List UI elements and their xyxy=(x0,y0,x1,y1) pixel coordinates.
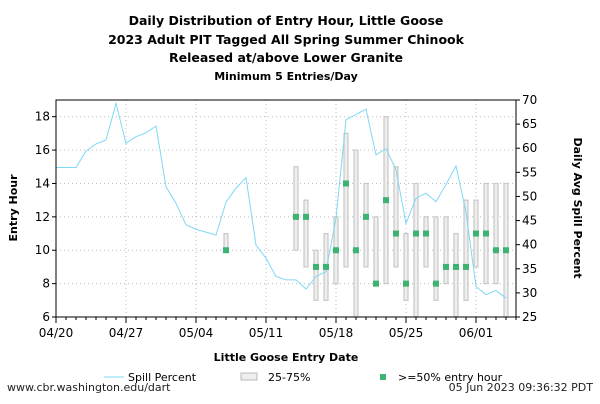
iqr-box xyxy=(403,232,409,301)
median-marker xyxy=(343,180,349,187)
x-tick-label: 05/25 xyxy=(389,326,424,340)
iqr-box xyxy=(423,216,429,268)
x-tick-label: 05/18 xyxy=(319,326,354,340)
x-tick-label: 05/04 xyxy=(179,326,214,340)
median-marker xyxy=(473,230,479,237)
median-marker xyxy=(373,280,379,287)
y-tick-label: 16 xyxy=(35,143,50,157)
median-marker xyxy=(483,230,489,237)
y-tick-label: 8 xyxy=(42,277,50,291)
x-axis-label: Little Goose Entry Date xyxy=(214,351,359,364)
chart-title-line-1: Daily Distribution of Entry Hour, Little… xyxy=(129,13,444,28)
median-marker xyxy=(493,247,499,254)
legend-median-swatch xyxy=(380,374,386,380)
median-marker xyxy=(303,213,309,220)
footer-source: www.cbr.washington.edu/dart xyxy=(7,381,171,394)
median-marker xyxy=(443,263,449,270)
iqr-box xyxy=(363,182,369,268)
median-marker xyxy=(453,263,459,270)
median-marker xyxy=(503,247,509,254)
y-tick-label: 18 xyxy=(35,110,50,124)
median-marker xyxy=(363,213,369,220)
x-tick-label: 04/20 xyxy=(39,326,74,340)
median-marker xyxy=(423,230,429,237)
median-marker xyxy=(293,213,299,220)
median-marker xyxy=(383,197,389,204)
chart-subtitle: Minimum 5 Entries/Day xyxy=(214,70,358,83)
y-axis-label: Entry Hour xyxy=(7,174,20,242)
chart-title-line-2: 2023 Adult PIT Tagged All Spring Summer … xyxy=(108,32,465,47)
chart-title-line-3: Released at/above Lower Granite xyxy=(169,50,403,65)
y-tick-label: 6 xyxy=(42,310,50,324)
y2-tick-label: 40 xyxy=(522,238,537,252)
x-tick-label: 05/11 xyxy=(249,326,284,340)
legend-spill-label: Spill Percent xyxy=(128,371,197,384)
legend-box-label: 25-75% xyxy=(268,371,310,384)
median-marker xyxy=(463,263,469,270)
y2-tick-label: 35 xyxy=(522,262,537,276)
y2-tick-label: 55 xyxy=(522,165,537,179)
legend-box-swatch xyxy=(240,372,258,381)
iqr-box xyxy=(493,182,499,285)
median-marker xyxy=(353,247,359,254)
y2-tick-label: 70 xyxy=(522,93,537,107)
median-marker xyxy=(393,230,399,237)
median-marker xyxy=(313,263,319,270)
median-marker xyxy=(433,280,439,287)
x-tick-label: 06/01 xyxy=(459,326,494,340)
legend-median-label: >=50% entry hour xyxy=(398,371,503,384)
footer-timestamp: 05 Jun 2023 09:36:32 PDT xyxy=(448,381,593,394)
y2-axis-label: Daily Avg Spill Percent xyxy=(571,137,584,278)
iqr-box xyxy=(353,149,359,318)
iqr-box xyxy=(293,166,299,251)
iqr-box xyxy=(443,216,449,285)
y2-tick-label: 60 xyxy=(522,141,537,155)
y-tick-label: 10 xyxy=(35,243,50,257)
y-tick-label: 12 xyxy=(35,210,50,224)
x-tick-label: 04/27 xyxy=(109,326,144,340)
y2-tick-label: 65 xyxy=(522,117,537,131)
median-marker xyxy=(413,230,419,237)
iqr-box xyxy=(303,199,309,268)
iqr-box xyxy=(453,232,459,318)
median-marker xyxy=(403,280,409,287)
iqr-box xyxy=(343,132,349,268)
iqr-box xyxy=(413,182,419,318)
y-tick-label: 14 xyxy=(35,176,50,190)
plot-frame xyxy=(55,99,517,318)
iqr-box xyxy=(463,199,469,301)
median-marker xyxy=(223,247,229,254)
iqr-box xyxy=(373,216,379,285)
y2-tick-label: 50 xyxy=(522,189,537,203)
y2-tick-label: 25 xyxy=(522,310,537,324)
median-marker xyxy=(333,247,339,254)
y2-tick-label: 30 xyxy=(522,286,537,300)
y2-tick-label: 45 xyxy=(522,214,537,228)
iqr-box xyxy=(433,216,439,301)
iqr-box xyxy=(393,166,399,268)
median-marker xyxy=(323,263,329,270)
spill-percent-line xyxy=(56,101,507,299)
